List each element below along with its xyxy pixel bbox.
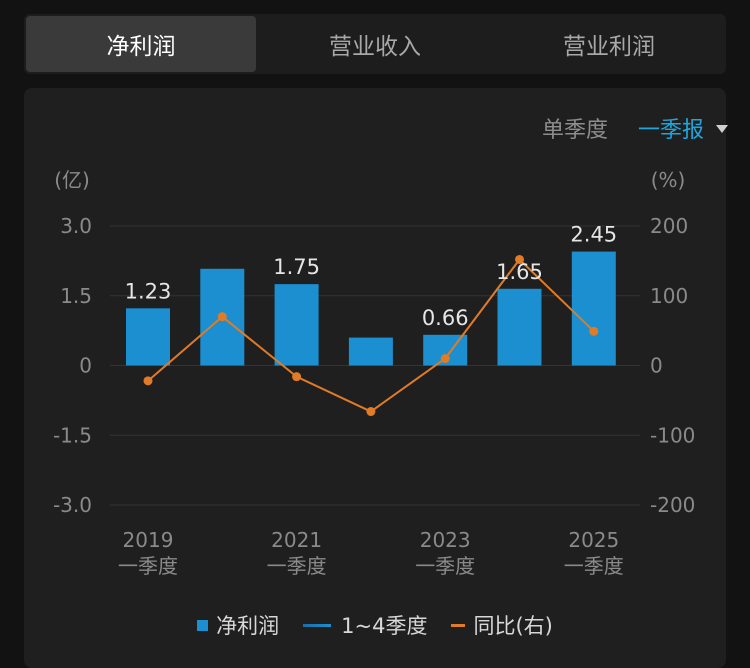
y-tick-label-left: 1.5 [60, 284, 92, 308]
x-tick-label-line: 2025 [568, 528, 619, 552]
legend-swatch-bar [197, 619, 209, 631]
bar [348, 337, 393, 366]
legend-item-yoy[interactable]: 同比(右) [451, 610, 553, 640]
data-labels: 1.23 1.75 0.66 1.65 2.45 [125, 223, 618, 330]
legend-item-quarters[interactable]: 1~4季度 [303, 610, 427, 640]
legend-label: 净利润 [216, 614, 280, 638]
yoy-point [143, 376, 153, 386]
tab-operating-profit[interactable]: 营业利润 [563, 34, 655, 60]
x-tick-label-line: 2019 [123, 528, 174, 552]
period-dropdown-label: 一季报 [637, 118, 704, 143]
legend-label: 同比(右) [473, 614, 553, 638]
x-tick-label-line: 一季度 [415, 554, 475, 578]
bar-series [126, 251, 616, 366]
bar-data-label: 1.65 [496, 260, 543, 284]
yoy-point [515, 254, 524, 264]
legend-item-net-profit[interactable]: 净利润 [197, 610, 279, 640]
chart-controls: 单季度 一季报 [542, 112, 728, 144]
y-tick-label-right: 100 [650, 284, 688, 308]
period-dropdown[interactable]: 一季报 [638, 112, 728, 144]
net-profit-chart: (亿) (%) 1.23 1.75 0.66 1.65 2.45 3.0 200 1.5 10… [53, 168, 695, 578]
y-tick-label-right: -100 [650, 423, 695, 447]
bar [126, 308, 170, 366]
legend-swatch-gradient [303, 623, 332, 627]
y-tick-label-left: -3.0 [53, 493, 92, 517]
metric-tabs: 净利润 营业收入 营业利润 [24, 14, 726, 74]
yoy-line-series [143, 254, 599, 417]
caret-down-icon [716, 125, 728, 133]
bar-data-label: 0.66 [422, 306, 469, 330]
single-quarter-toggle[interactable]: 单季度 [541, 118, 608, 143]
chart-panel [24, 88, 726, 668]
bar [497, 288, 542, 366]
x-tick-label-line: 2023 [420, 528, 471, 552]
yoy-point [589, 326, 599, 336]
y-tick-label-right: -200 [650, 493, 695, 517]
bar [274, 284, 319, 366]
tab-net-profit[interactable]: 净利润 [26, 16, 256, 72]
x-tick-label-line: 一季度 [564, 554, 624, 578]
bar-data-label: 1.75 [273, 255, 320, 279]
legend-swatch-line [451, 623, 466, 627]
chart-legend: 净利润 1~4季度 同比(右) [0, 610, 750, 640]
x-tick-label: 2025 一季度 [564, 528, 624, 578]
y-tick-label-left: 3.0 [60, 214, 92, 238]
y-tick-label-right: 0 [650, 354, 663, 378]
x-tick-label-line: 一季度 [267, 554, 327, 578]
tab-revenue[interactable]: 营业收入 [329, 34, 421, 60]
legend-label: 1~4季度 [341, 614, 428, 638]
right-axis-unit: (%) [651, 168, 686, 192]
x-tick-label-line: 一季度 [118, 554, 178, 578]
left-axis-unit: (亿) [54, 168, 90, 192]
yoy-point [440, 354, 450, 364]
yoy-point [217, 312, 227, 322]
y-tick-label-right: 200 [650, 214, 688, 238]
y-tick-label-left: -1.5 [53, 423, 92, 447]
yoy-point [366, 407, 376, 417]
bar [571, 251, 616, 366]
yoy-point [292, 372, 302, 382]
x-tick-label: 2019 一季度 [118, 528, 178, 578]
x-tick-label: 2021 一季度 [267, 528, 327, 578]
bar-data-label: 2.45 [570, 223, 617, 247]
x-tick-label-line: 2021 [271, 528, 322, 552]
y-tick-label-left: 0 [79, 354, 92, 378]
x-tick-label: 2023 一季度 [415, 528, 475, 578]
bar-data-label: 1.23 [125, 279, 172, 303]
